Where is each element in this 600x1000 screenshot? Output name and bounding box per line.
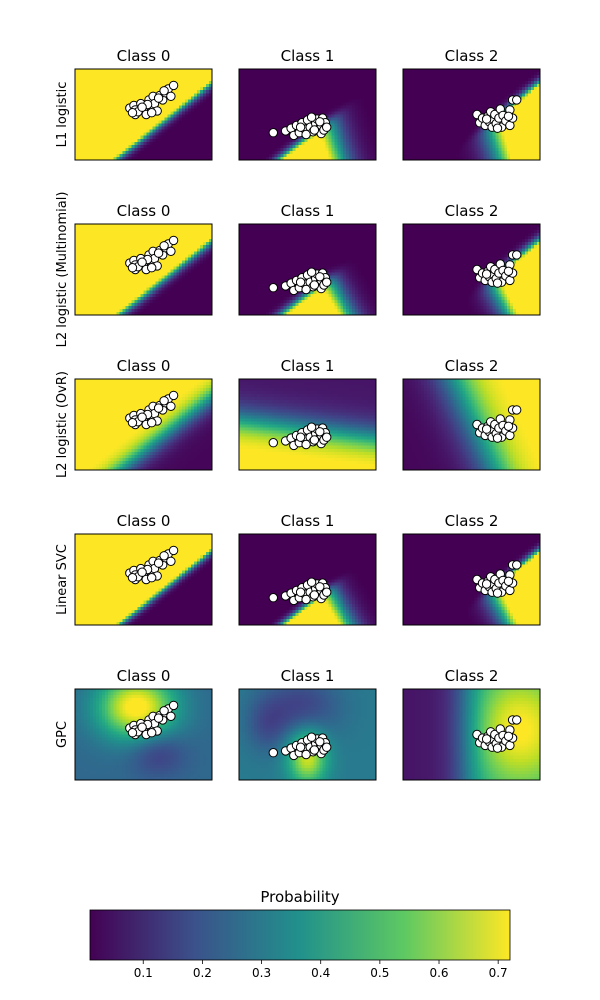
- panel: Class 1: [239, 47, 377, 161]
- data-point: [296, 123, 304, 131]
- panel: Class 0: [75, 202, 213, 316]
- data-point: [148, 109, 156, 117]
- data-point: [169, 81, 177, 89]
- panel-title: Class 0: [117, 202, 171, 220]
- data-point: [302, 130, 310, 138]
- data-point: [482, 115, 490, 123]
- data-point: [310, 126, 318, 134]
- panel-title: Class 1: [281, 47, 335, 65]
- panel: Class 0: [75, 47, 213, 161]
- data-point: [316, 118, 324, 126]
- data-point: [138, 103, 146, 111]
- data-point: [493, 124, 501, 132]
- data-point: [513, 96, 521, 104]
- data-point: [128, 109, 136, 117]
- panel-title: Class 0: [117, 47, 171, 65]
- panel: Class 2: [403, 47, 541, 161]
- data-point: [269, 129, 277, 137]
- data-point: [504, 112, 512, 120]
- heatmap-cells: [403, 69, 541, 161]
- data-point: [154, 94, 162, 102]
- data-point: [307, 113, 315, 121]
- panel-title: Class 2: [445, 47, 499, 65]
- data-point: [160, 87, 168, 95]
